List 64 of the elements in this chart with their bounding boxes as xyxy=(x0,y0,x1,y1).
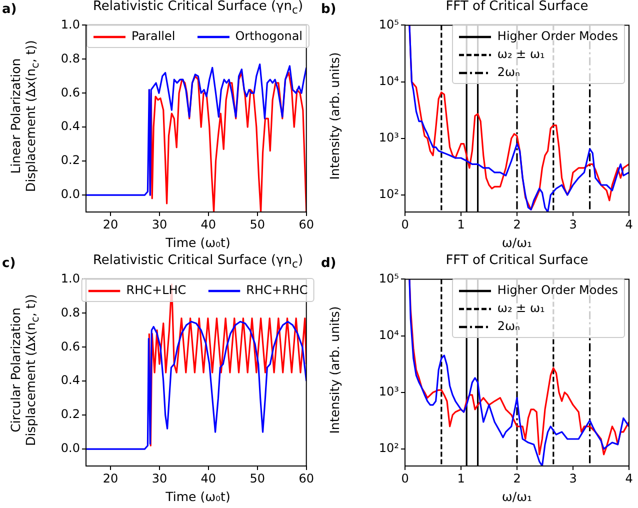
x-tick-label: 4 xyxy=(625,471,633,486)
y-tick-label: 1.0 xyxy=(60,271,80,286)
ref-line-label: ω₂ ± ω₁ xyxy=(497,47,545,61)
y-tick-label: 0.4 xyxy=(60,119,80,134)
x-tick-label: 3 xyxy=(569,217,577,232)
y-tick-label: 0.6 xyxy=(60,339,80,354)
chart-title: FFT of Critical Surface xyxy=(444,0,590,14)
chart-title: Relativistic Critical Surface (γn$_{c}$) xyxy=(92,253,304,271)
text: b) xyxy=(321,2,336,17)
y-axis-title: Intensity (arb. units) xyxy=(326,305,343,436)
x-tick-label: 30 xyxy=(152,217,168,232)
x-tick-label: 0 xyxy=(401,217,409,232)
text: a) xyxy=(2,2,17,17)
y-tick-label: 10⁵ xyxy=(378,17,400,32)
y-tick-label: 10⁴ xyxy=(378,328,400,342)
x-axis-title: ω/ω₁ xyxy=(500,235,534,250)
y-tick-label: 10² xyxy=(378,441,400,456)
x-tick-label: 50 xyxy=(250,217,266,232)
x-tick-label: 2 xyxy=(513,471,521,486)
x-axis-title: ω/ω₁ xyxy=(500,489,534,504)
chart-title: FFT of Critical Surface xyxy=(444,253,590,268)
x-tick-label: 3 xyxy=(569,471,577,486)
y-tick-label: 0.8 xyxy=(60,51,80,66)
y-tick-label: 0.0 xyxy=(60,187,80,202)
chart-title: Relativistic Critical Surface (γn$_{c}$) xyxy=(92,0,304,17)
x-tick-label: 40 xyxy=(200,217,216,232)
x-axis-title: Time (ω₀t) xyxy=(164,489,232,504)
ref-line-label: ω₂ ± ω₁ xyxy=(497,301,545,315)
y-tick-label: 0.2 xyxy=(60,153,80,168)
legend-label: Parallel xyxy=(131,29,176,43)
x-tick-label: 1 xyxy=(457,217,465,232)
y-tick-label: 10⁵ xyxy=(378,271,400,286)
x-axis-title: Time (ω₀t) xyxy=(164,235,232,250)
x-tick-label: 40 xyxy=(200,471,216,486)
x-tick-label: 2 xyxy=(513,217,521,232)
x-tick-label: 20 xyxy=(102,217,118,232)
text: d) xyxy=(321,256,336,271)
y-tick-label: 10³ xyxy=(378,384,400,398)
y-tick-label: 10⁴ xyxy=(378,74,400,88)
ref-line-label: Higher Order Modes xyxy=(497,29,618,43)
x-tick-label: 20 xyxy=(102,471,118,486)
text: c) xyxy=(2,256,16,271)
y-tick-label: 10³ xyxy=(378,130,400,144)
y-tick-label: 0.6 xyxy=(60,85,80,100)
ref-line-label: 2ωₙ xyxy=(497,319,520,333)
y-tick-label: 0.2 xyxy=(60,407,80,422)
x-tick-label: 30 xyxy=(152,471,168,486)
x-tick-label: 60 xyxy=(298,217,314,232)
x-tick-label: 60 xyxy=(298,471,314,486)
x-tick-label: 0 xyxy=(401,471,409,486)
y-axis-title: Intensity (arb. units) xyxy=(326,51,343,182)
ref-line-label: 2ωₙ xyxy=(497,65,520,79)
legend-label: RHC+RHC xyxy=(246,283,308,297)
y-tick-label: 0.0 xyxy=(60,441,80,456)
ref-line-label: Higher Order Modes xyxy=(497,283,618,297)
y-tick-label: 1.0 xyxy=(60,17,80,32)
y-tick-label: 10² xyxy=(378,187,400,202)
legend-label: Orthogonal xyxy=(235,29,303,43)
legend-label: RHC+LHC xyxy=(126,283,186,297)
x-tick-label: 4 xyxy=(625,217,633,232)
x-tick-label: 1 xyxy=(457,471,465,486)
y-tick-label: 0.8 xyxy=(60,305,80,320)
y-tick-label: 0.4 xyxy=(60,373,80,388)
x-tick-label: 50 xyxy=(250,471,266,486)
